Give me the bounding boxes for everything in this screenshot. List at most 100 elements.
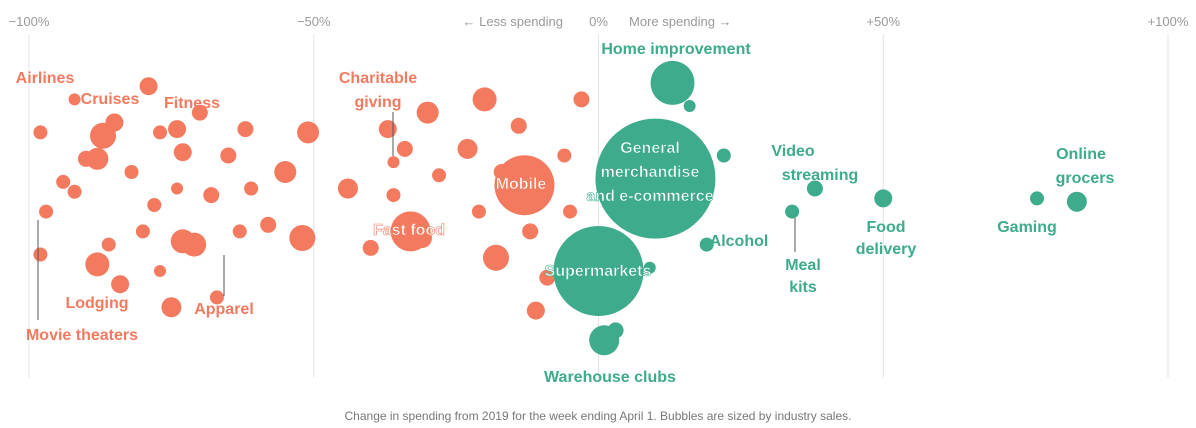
bubble-charitable-giving bbox=[387, 156, 400, 169]
bubble bbox=[139, 77, 158, 96]
bubble bbox=[416, 101, 439, 124]
bubble-movie-theaters bbox=[33, 247, 48, 262]
bubble bbox=[457, 138, 478, 159]
bubble-label: Alcohol bbox=[710, 233, 769, 250]
x-axis-caption: Change in spending from 2019 for the wee… bbox=[345, 409, 852, 423]
x-tick-label: +50% bbox=[866, 14, 900, 29]
bubble bbox=[274, 161, 297, 183]
bubble bbox=[153, 265, 166, 277]
bubble bbox=[220, 147, 237, 164]
bubble-label: Meal kits bbox=[785, 257, 821, 296]
x-tick-labels: −100% −50% 0% +50% +100% bbox=[9, 14, 1189, 29]
bubble-label: Supermarkets bbox=[545, 263, 652, 280]
grid-lines bbox=[28, 34, 1169, 378]
bubble bbox=[191, 104, 208, 121]
bubble bbox=[244, 181, 259, 196]
bubble bbox=[161, 297, 182, 318]
x-tick-label: −50% bbox=[297, 14, 331, 29]
bubble bbox=[563, 204, 578, 219]
bubble-food-delivery bbox=[874, 189, 893, 208]
bubble-label: Fast food bbox=[373, 222, 445, 239]
bubble bbox=[386, 188, 401, 203]
bubble-gaming bbox=[1030, 191, 1045, 206]
bubble bbox=[111, 275, 130, 294]
bubble-label: Warehouse clubs bbox=[544, 369, 676, 386]
bubble-label: Lodging bbox=[65, 295, 128, 312]
bubble bbox=[171, 182, 184, 195]
bubble-fast-food bbox=[390, 211, 431, 252]
bubble bbox=[472, 87, 497, 112]
bubble-label: Airlines bbox=[16, 70, 75, 87]
bubble-lodging bbox=[85, 252, 110, 277]
more-spending-label: More spending → bbox=[629, 14, 732, 29]
bubble bbox=[432, 168, 447, 183]
bubble bbox=[683, 100, 696, 112]
bubble bbox=[173, 143, 192, 162]
bubble-mobile bbox=[494, 155, 555, 216]
bubble bbox=[362, 239, 379, 256]
bubble-label: General merchandise and e-commerce bbox=[586, 140, 713, 205]
bubble-label: Food delivery bbox=[856, 219, 917, 258]
bubble-general-merchandise-and-e-commerce bbox=[595, 118, 716, 239]
bubble bbox=[56, 174, 71, 189]
bubble bbox=[152, 125, 167, 140]
bubble-cruises bbox=[90, 122, 117, 149]
leader-lines bbox=[37, 112, 796, 320]
bubble-warehouse-clubs bbox=[589, 325, 620, 356]
bubble bbox=[203, 187, 220, 204]
bubble-apparel bbox=[170, 229, 195, 254]
bubble-label: Fitness bbox=[164, 95, 220, 112]
bubble bbox=[68, 93, 81, 106]
bubble bbox=[482, 244, 509, 271]
bubble bbox=[716, 148, 731, 163]
bubble bbox=[573, 91, 590, 108]
labeled-bubbles bbox=[33, 60, 1087, 356]
bubble bbox=[101, 237, 116, 252]
unlabeled-bubbles bbox=[33, 77, 731, 339]
bubble bbox=[510, 117, 527, 134]
bubble-meal-kits bbox=[785, 204, 800, 219]
x-tick-label: 0% bbox=[589, 14, 608, 29]
bubble bbox=[67, 184, 82, 199]
bubble-alcohol bbox=[699, 237, 714, 252]
bubble bbox=[297, 121, 320, 144]
bubble-labels: Airlines Cruises Fitness Movie theaters Lodg… bbox=[16, 41, 1115, 386]
bubble-video-streaming bbox=[806, 180, 823, 197]
bubble bbox=[147, 198, 162, 212]
bubble bbox=[209, 290, 224, 305]
bubble-label: Apparel bbox=[194, 301, 254, 318]
bubble-label: Cruises bbox=[81, 91, 140, 108]
bubble bbox=[39, 204, 54, 219]
bubble-label: Gaming bbox=[997, 219, 1057, 236]
bubble-label: Mobile bbox=[496, 176, 547, 193]
bubble-airlines bbox=[77, 150, 94, 167]
bubble-online-grocers bbox=[1066, 191, 1087, 212]
x-tick-label: −100% bbox=[9, 14, 50, 29]
bubble-home-improvement bbox=[650, 60, 695, 105]
bubble-label: Home improvement bbox=[601, 41, 751, 58]
bubble bbox=[337, 178, 358, 199]
bubble bbox=[237, 121, 254, 138]
bubble bbox=[522, 223, 539, 240]
bubble bbox=[232, 224, 247, 239]
bubble bbox=[33, 125, 48, 140]
bubble bbox=[124, 165, 139, 179]
bubble bbox=[557, 148, 572, 163]
less-spending-label: ← Less spending bbox=[463, 14, 563, 29]
bubble bbox=[643, 261, 656, 274]
bubble-label: Video streaming bbox=[771, 143, 858, 184]
bubble bbox=[396, 140, 413, 157]
bubble bbox=[526, 301, 545, 320]
bubble-label: Online grocers bbox=[1056, 146, 1115, 187]
bubble bbox=[289, 225, 316, 251]
bubble bbox=[378, 120, 397, 139]
bubble bbox=[539, 269, 556, 286]
bubble-supermarkets bbox=[553, 226, 644, 316]
bubble-label: Movie theaters bbox=[26, 327, 138, 344]
bubble bbox=[135, 224, 150, 239]
bubble-label: Charitable giving bbox=[339, 70, 417, 111]
bubble-fitness bbox=[168, 120, 187, 139]
bubble bbox=[260, 216, 277, 233]
bubble bbox=[86, 147, 109, 170]
